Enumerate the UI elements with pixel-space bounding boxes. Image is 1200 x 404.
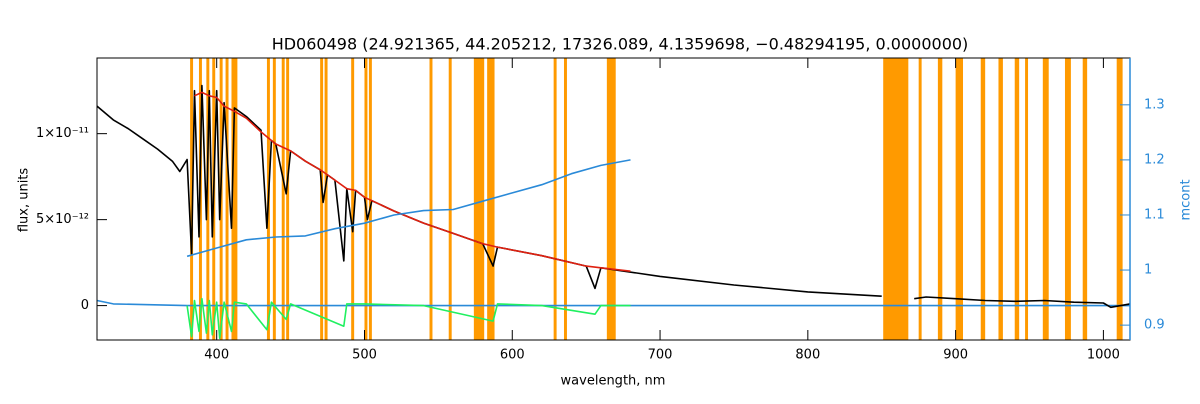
masked-band [606,58,616,340]
masked-band [320,58,324,340]
masked-band [286,58,290,340]
masked-band [1082,58,1088,340]
masked-band [324,58,328,340]
y2-axis-label: mcont [1179,179,1194,220]
masked-band [998,58,1003,340]
x-tick-label: 600 [500,348,525,363]
masked-band [937,58,943,340]
masked-band [1116,58,1123,340]
masked-band [368,58,372,340]
masked-band [231,58,238,340]
y2-tick-label: 1.3 [1144,97,1165,112]
y-tick-label: 5×10⁻¹² [36,212,89,227]
spectrum-line [96,299,1130,307]
masked-band [225,58,229,340]
y2-tick-label: 1.1 [1144,207,1165,222]
masked-band [563,58,567,340]
x-tick-label: 400 [204,348,229,363]
y2-tick-label: 0.9 [1144,318,1165,333]
masked-band [351,58,355,340]
masked-band [1064,58,1071,340]
masked-band [190,58,194,340]
masked-band [883,58,909,340]
masked-band [206,58,210,340]
masked-band [1042,58,1049,340]
x-axis-label: wavelength, nm [561,374,666,389]
masked-band [955,58,964,340]
masked-band [918,58,922,340]
spectrum-line [194,91,631,272]
y2-tick-label: 1.2 [1144,152,1165,167]
y2-tick-label: 1 [1144,263,1152,278]
masked-band [364,58,368,340]
y-tick-label: 0 [81,298,89,313]
masked-band [1014,58,1020,340]
chart-title: HD060498 (24.921365, 44.205212, 17326.08… [272,35,969,54]
y-tick-label: 1×10⁻¹¹ [36,126,89,141]
masked-band [448,58,452,340]
x-tick-label: 1000 [1087,348,1120,363]
masked-band [553,58,557,340]
x-tick-label: 500 [352,348,377,363]
spectrum-line [186,297,631,340]
masked-band [1025,58,1029,340]
masked-band [473,58,485,340]
x-tick-label: 800 [795,348,820,363]
masked-band [281,58,285,340]
masked-band [272,58,276,340]
spectrum-line [186,159,631,258]
x-tick-label: 900 [943,348,968,363]
y-axis-label: flux, units [17,168,32,233]
masked-band [980,58,986,340]
x-tick-label: 700 [648,348,673,363]
masked-band [429,58,433,340]
